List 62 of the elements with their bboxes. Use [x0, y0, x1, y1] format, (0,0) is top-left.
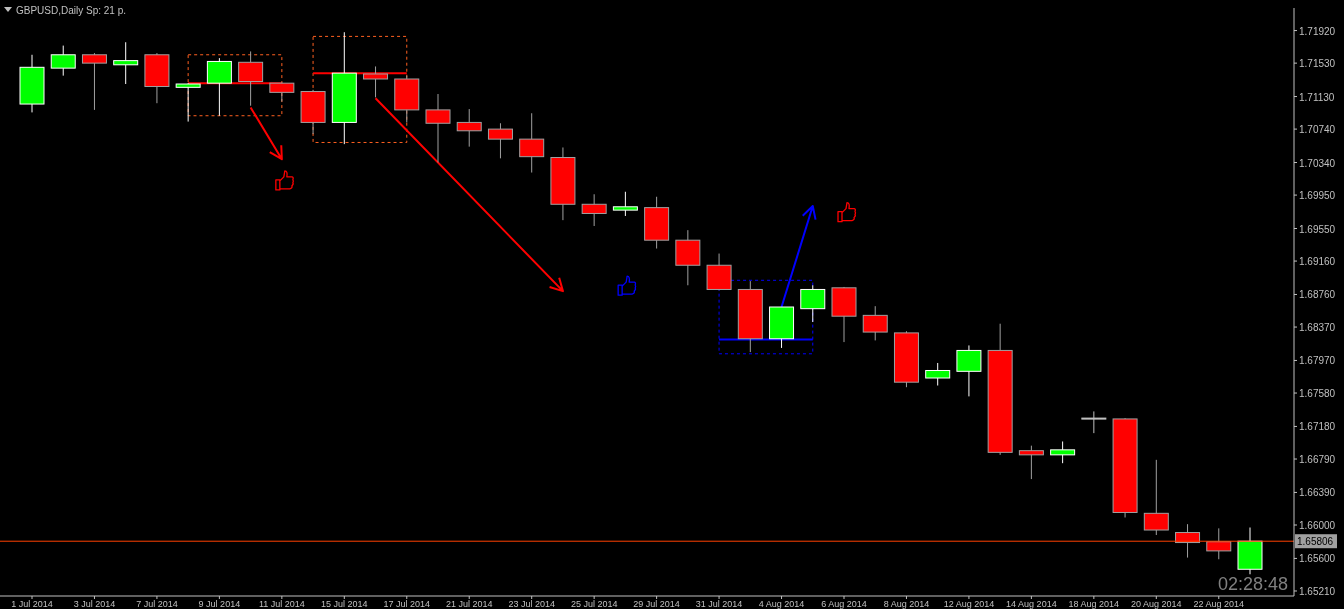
candlestick [1143, 459, 1169, 536]
y-tick-label: 1.68760 [1299, 289, 1336, 301]
candlestick [612, 191, 638, 217]
y-tick-label: 1.69950 [1299, 190, 1336, 202]
x-tick-label: 3 Jul 2014 [73, 599, 116, 609]
y-tick-label: 1.71920 [1299, 25, 1336, 37]
annotation: 02:28:48 [1217, 574, 1288, 594]
y-tick-label: 1.69550 [1299, 223, 1336, 235]
candlestick [175, 82, 201, 123]
y-tick-label: 1.66000 [1299, 520, 1336, 532]
x-tick-label: 14 Aug 2014 [1006, 599, 1057, 609]
y-tick-label: 1.69160 [1299, 256, 1336, 268]
x-tick-label: 31 Jul 2014 [695, 599, 743, 609]
y-tick-label: 1.70340 [1299, 157, 1336, 169]
candlestick [581, 193, 607, 227]
x-tick-label: 6 Aug 2014 [821, 599, 867, 609]
y-tick-label: 1.67180 [1299, 421, 1336, 433]
chart-title: GBPUSD,Daily Sp: 21 p. [16, 5, 127, 16]
x-tick-label: 12 Aug 2014 [943, 599, 995, 609]
x-tick-label: 25 Jul 2014 [570, 599, 618, 609]
x-tick-label: 8 Aug 2014 [883, 599, 930, 609]
ref-line-label: 1.65806 [1297, 536, 1334, 548]
candlestick [238, 50, 264, 107]
x-tick-label: 17 Jul 2014 [383, 599, 431, 609]
x-tick-label: 7 Jul 2014 [136, 599, 178, 609]
candlestick [1175, 523, 1201, 559]
candlestick [1206, 527, 1232, 560]
y-tick-label: 1.71130 [1299, 91, 1335, 103]
candlestick [81, 52, 107, 111]
x-tick-label: 1 Jul 2014 [11, 599, 53, 609]
y-tick-label: 1.68370 [1299, 322, 1336, 334]
candlestick [1018, 445, 1044, 480]
y-tick-label: 1.71530 [1299, 58, 1336, 70]
x-tick-label: 22 Aug 2014 [1193, 599, 1245, 609]
candlestick [956, 344, 982, 397]
candlestick [425, 93, 451, 164]
x-tick-label: 11 Jul 2014 [258, 599, 305, 609]
x-tick-label: 9 Jul 2014 [198, 599, 241, 609]
x-tick-label: 29 Jul 2014 [633, 599, 680, 609]
y-tick-label: 1.66790 [1299, 454, 1336, 466]
candlestick [456, 108, 482, 148]
candlestick [1081, 410, 1107, 434]
x-tick-label: 21 Jul 2014 [445, 599, 493, 609]
x-tick-label: 4 Aug 2014 [758, 599, 805, 609]
candlestick [206, 57, 232, 117]
x-tick-label: 15 Jul 2014 [321, 599, 368, 609]
y-tick-label: 1.67580 [1299, 388, 1336, 400]
candlestick [113, 41, 139, 85]
x-tick-label: 18 Aug 2014 [1068, 599, 1120, 609]
candlestick [925, 362, 951, 387]
candlestick [269, 81, 295, 103]
y-tick-label: 1.67970 [1299, 355, 1336, 367]
candlestick [1050, 440, 1076, 464]
x-tick-label: 20 Aug 2014 [1131, 599, 1182, 609]
y-tick-label: 1.70740 [1299, 124, 1336, 136]
y-tick-label: 1.65210 [1299, 585, 1336, 597]
candlestick [800, 284, 826, 323]
candlestick [862, 305, 888, 341]
y-tick-label: 1.66390 [1299, 487, 1336, 499]
candlestick [519, 112, 545, 174]
x-tick-label: 23 Jul 2014 [508, 599, 555, 609]
y-tick-label: 1.65600 [1299, 553, 1336, 565]
